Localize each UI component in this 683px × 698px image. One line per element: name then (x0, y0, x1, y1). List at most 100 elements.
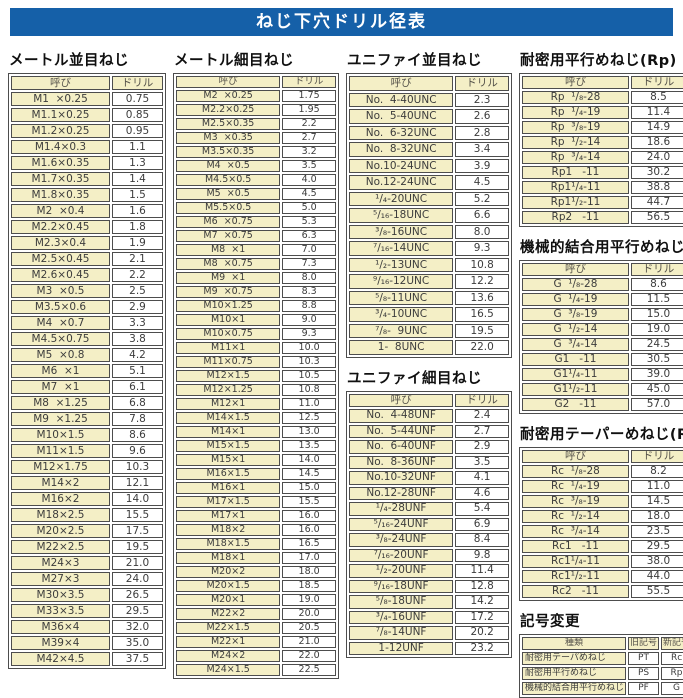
cell-drill: 18.5 (282, 580, 336, 592)
cell-drill: 57.0 (630, 398, 683, 411)
cell-name: ⁵/₁₆-24UNF (349, 517, 454, 531)
table-row: ¹/₄-20UNC 5.2 (349, 191, 509, 206)
table-row: M8 ×1 7.0 (176, 244, 336, 256)
cell-drill: 6.8 (112, 396, 163, 410)
cell-drill: 14.5 (630, 495, 683, 508)
cell-drill: 2.6 (455, 109, 509, 124)
cell-drill: 6.3 (282, 230, 336, 242)
cell-drill: 39.0 (630, 368, 683, 381)
cell-name: G1 -11 (522, 353, 629, 366)
table-row: 耐密用平行めねじ PS Rp (522, 667, 683, 680)
table-row: M17×1.5 15.5 (176, 496, 336, 508)
cell-name: ⁷/₈- 9UNC (349, 323, 454, 338)
cell-name: M12×1.25 (176, 384, 281, 396)
cell-drill: 15.5 (282, 496, 336, 508)
table-row: M16×2 14.0 (11, 492, 163, 506)
table-row: M9 ×0.75 8.3 (176, 286, 336, 298)
table-row: Rp ¹/₄-19 11.4 (522, 106, 683, 119)
cell-drill: 20.0 (282, 608, 336, 620)
table-row: M14×1 13.0 (176, 426, 336, 438)
table-row: No. 8-32UNC 3.4 (349, 142, 509, 157)
cell-name: Rp ¹/₄-19 (522, 106, 629, 119)
cell-drill: 15.0 (282, 482, 336, 494)
cell-drill: 6.6 (455, 208, 509, 223)
cell-name: M20×1.5 (176, 580, 281, 592)
cell-drill: 19.0 (282, 594, 336, 606)
cell-name: M14×1 (176, 426, 281, 438)
cell-name: Rc1¹/₄-11 (522, 555, 629, 568)
cell-drill: 12.1 (112, 476, 163, 490)
page: ねじ下穴ドリル径表 メートル並目ねじ 呼び ドリル M1 ×0.25 0.75 M1.1… (8, 8, 683, 698)
table-row: Rp1¹/₄-11 38.8 (522, 181, 683, 194)
cell-drill: 4.6 (455, 486, 509, 500)
cell-name: M27×3 (11, 572, 110, 586)
cell-name: M10×1.5 (11, 428, 110, 442)
rc-table: 呼び ドリル Rc ¹/₈-28 8.2 Rc ¹/₄-19 11.0 Rc ³/₈-19 1… (519, 447, 683, 601)
section-heading-symbol-change: 記号変更 (520, 614, 580, 630)
column-metric-fine: メートル細目ねじ 呼び ドリル M2 ×0.25 1.75 M2.2×0.25 1.95 M… (173, 49, 339, 679)
table-row: M27×3 24.0 (11, 572, 163, 586)
column-unified: ユニファイ並目ねじ 呼び ドリル No. 4-40UNC 2.3 No. 5-40UNC… (346, 49, 512, 658)
cell-drill: 24.0 (630, 151, 683, 164)
table-row: M4 ×0.5 3.5 (176, 160, 336, 172)
cell-drill: 15.5 (112, 508, 163, 522)
cell-drill: 30.5 (630, 353, 683, 366)
table-row: M1.8×0.35 1.5 (11, 188, 163, 202)
table-row: M16×1.5 14.5 (176, 468, 336, 480)
metric-fine-table: 呼び ドリル M2 ×0.25 1.75 M2.2×0.25 1.95 M2.5×0.35 2… (173, 73, 339, 679)
cell-drill: 30.2 (630, 166, 683, 179)
cell-drill: 12.2 (455, 274, 509, 289)
table-row: M1.2×0.25 0.95 (11, 124, 163, 138)
cell-name: 機械的結合用平行めねじ (522, 682, 627, 695)
table-row: M2.2×0.25 1.95 (176, 104, 336, 116)
table-row: Rp ³/₄-14 24.0 (522, 151, 683, 164)
cell-drill: 1.4 (112, 172, 163, 186)
cell-drill: 5.3 (282, 216, 336, 228)
table-row: No. 8-36UNF 3.5 (349, 455, 509, 469)
header-cell: ドリル (455, 76, 509, 91)
cell-drill: 13.0 (282, 426, 336, 438)
table-row: M17×1 16.0 (176, 510, 336, 522)
table-row: G2 -11 57.0 (522, 398, 683, 411)
table-row: G1¹/₂-11 45.0 (522, 383, 683, 396)
cell-drill: 9.0 (282, 314, 336, 326)
cell-name: M42×4.5 (11, 652, 110, 666)
section-heading-metric-coarse: メートル並目ねじ (9, 53, 129, 69)
cell-drill: 2.5 (112, 284, 163, 298)
cell-name: ³/₈-24UNF (349, 533, 454, 547)
table-row: ⁵/₈-18UNF 14.2 (349, 595, 509, 609)
cell-name: M22×1.5 (176, 622, 281, 634)
table-row: M3.5×0.6 2.9 (11, 300, 163, 314)
table-row: ⁷/₁₆-20UNF 9.8 (349, 548, 509, 562)
table-row: Rc ³/₄-14 23.5 (522, 525, 683, 538)
header-cell: ドリル (630, 263, 683, 276)
cell-name: G2 -11 (522, 398, 629, 411)
table-row: 1-12UNF 23.2 (349, 641, 509, 655)
column-pipe-threads: 耐密用平行めねじ(Rp) 呼び ドリル Rp ¹/₈-28 8.5 Rp ¹/₄-19 1… (519, 49, 683, 698)
cell-drill: 2.7 (282, 132, 336, 144)
table-row: Rc ³/₈-19 14.5 (522, 495, 683, 508)
cell-name: M2 ×0.25 (176, 90, 281, 102)
cell-drill: 38.0 (630, 555, 683, 568)
cell-name: No. 6-40UNF (349, 440, 454, 454)
cell-name: ⁹/₁₆-18UNF (349, 579, 454, 593)
cell-name: M1.7×0.35 (11, 172, 110, 186)
cell-drill: 18.0 (630, 510, 683, 523)
cell-drill: 10.3 (282, 356, 336, 368)
cell-name: No.12-28UNF (349, 486, 454, 500)
cell-name: M16×2 (11, 492, 110, 506)
cell-drill: 6.1 (112, 380, 163, 394)
cell-name: G1¹/₄-11 (522, 368, 629, 381)
table-row: M2.5×0.35 2.2 (176, 118, 336, 130)
cell-drill: 16.5 (455, 307, 509, 322)
header-cell: 呼び (11, 76, 110, 90)
section-heading-metric-fine: メートル細目ねじ (174, 53, 294, 69)
table-row: ³/₄-10UNC 16.5 (349, 307, 509, 322)
cell-name: M18×2.5 (11, 508, 110, 522)
cell-drill: 21.0 (112, 556, 163, 570)
cell-name: M20×1 (176, 594, 281, 606)
cell-name: 耐密用平行めねじ (522, 667, 627, 680)
table-row: G ¹/₄-19 11.5 (522, 293, 683, 306)
cell-drill: 13.6 (455, 290, 509, 305)
cell-name: M4.5×0.5 (176, 174, 281, 186)
